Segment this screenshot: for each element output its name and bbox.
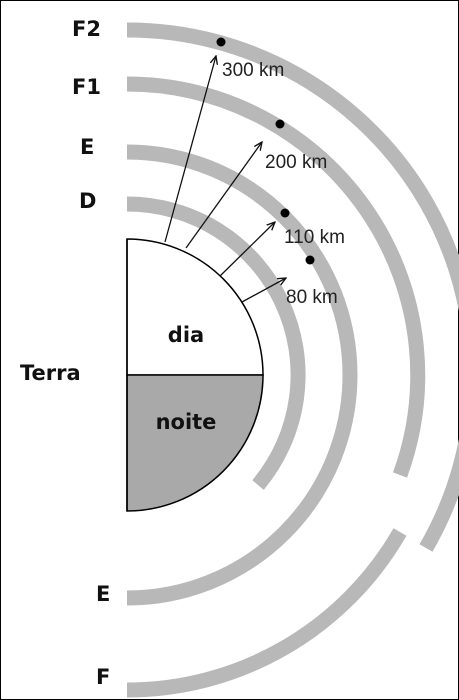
layer-label: D — [79, 189, 96, 213]
diagram: 300 km 200 km 110 km 80 km F2 F1 E D Ter… — [0, 0, 459, 700]
day-label: dia — [168, 323, 204, 347]
layer-label: F2 — [72, 17, 101, 41]
height-label: 300 km — [222, 60, 284, 81]
height-label: 200 km — [265, 152, 327, 173]
layer-label: F1 — [72, 75, 101, 99]
point-80 — [306, 256, 315, 265]
point-110 — [281, 209, 290, 218]
page: 300 km 200 km 110 km 80 km F2 F1 E D Ter… — [0, 0, 459, 700]
layer-label: E — [80, 135, 94, 159]
height-label: 80 km — [286, 287, 338, 308]
night-label: noite — [156, 410, 217, 434]
earth-label: Terra — [20, 361, 81, 385]
point-200 — [276, 120, 285, 129]
point-300 — [217, 38, 226, 47]
layer-label: F — [96, 665, 110, 689]
layer-label: E — [96, 582, 110, 606]
height-label: 110 km — [284, 227, 345, 248]
